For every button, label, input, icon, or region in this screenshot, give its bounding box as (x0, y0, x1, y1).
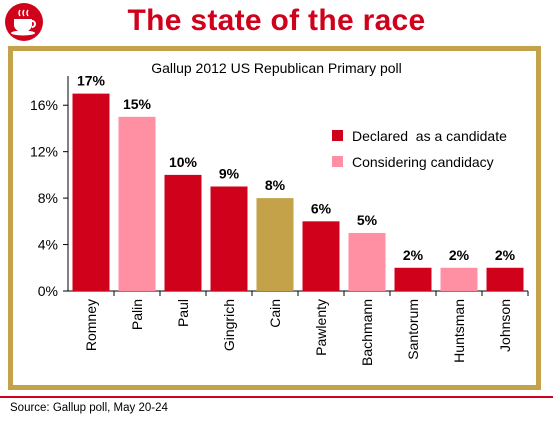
bar-palin (118, 116, 156, 291)
y-tick-label: 0% (38, 283, 58, 299)
data-label: 2% (495, 247, 516, 263)
page-title: The state of the race (127, 4, 426, 37)
source-note: Source: Gallup poll, May 20-24 (10, 402, 168, 414)
y-tick-label: 16% (30, 97, 58, 113)
bar-huntsman (440, 267, 478, 291)
data-label: 9% (219, 166, 240, 182)
data-label: 17% (77, 73, 106, 89)
x-tick-label: Bachmann (359, 299, 375, 366)
data-label: 2% (403, 247, 424, 263)
x-tick-label: Pawlenty (313, 299, 329, 356)
data-label: 5% (357, 212, 378, 228)
coffee-cup-logo-icon (5, 3, 43, 41)
x-tick-label: Johnson (497, 299, 513, 352)
legend-label-declared: Declared as a candidate (352, 128, 507, 144)
data-label: 10% (169, 154, 198, 170)
data-label: 15% (123, 96, 152, 112)
legend-label-considering: Considering candidacy (352, 154, 494, 170)
legend-swatch-considering (332, 156, 343, 167)
bar-bachmann (348, 232, 386, 291)
bar-paul (164, 174, 202, 291)
chart-title: Gallup 2012 US Republican Primary poll (151, 60, 402, 76)
y-tick-label: 12% (30, 144, 58, 160)
bar-gingrich (210, 186, 248, 291)
data-label: 6% (311, 200, 332, 216)
y-tick-label: 4% (38, 237, 58, 253)
x-tick-label: Cain (267, 299, 283, 328)
bar-romney (72, 93, 110, 291)
data-label: 2% (449, 247, 470, 263)
x-tick-label: Santorum (405, 299, 421, 360)
footer-divider (0, 396, 553, 398)
x-tick-label: Paul (175, 299, 191, 327)
bar-johnson (486, 267, 524, 291)
bar-santorum (394, 267, 432, 291)
y-tick-label: 8% (38, 190, 58, 206)
x-tick-label: Palin (129, 299, 145, 330)
x-tick-label: Gingrich (221, 299, 237, 351)
legend-swatch-declared (332, 130, 343, 141)
x-tick-label: Huntsman (451, 299, 467, 363)
bar-pawlenty (302, 221, 340, 291)
bar-cain (256, 198, 294, 291)
x-tick-label: Romney (83, 299, 99, 351)
data-label: 8% (265, 177, 286, 193)
